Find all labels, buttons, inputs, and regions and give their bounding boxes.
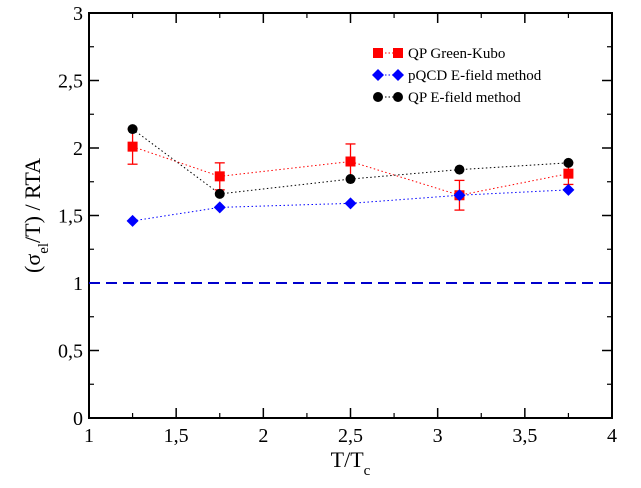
series-2 bbox=[126, 183, 575, 227]
x-axis-label: T/Tc bbox=[331, 447, 371, 479]
data-point-square bbox=[345, 156, 356, 167]
x-tick-label: 2,5 bbox=[338, 425, 363, 447]
y-tick-label: 1 bbox=[73, 273, 83, 295]
data-point-diamond bbox=[453, 189, 466, 202]
data-point-circle bbox=[373, 92, 383, 102]
legend-label: pQCD E-field method bbox=[408, 68, 542, 84]
data-point-square bbox=[393, 48, 403, 58]
legend-item-2: pQCD E-field method bbox=[372, 68, 542, 84]
legend-label: QP Green-Kubo bbox=[408, 46, 505, 62]
axis-ticks: 1 1,5 2 2,5 3 3,5 4 0 0,5 1 1,5 2 2,5 3 bbox=[58, 3, 617, 447]
x-tick-label: 3 bbox=[433, 425, 443, 447]
series-group bbox=[126, 124, 575, 227]
data-point-circle bbox=[214, 188, 225, 199]
y-tick-label: 1,5 bbox=[58, 206, 83, 228]
data-point-circle bbox=[345, 174, 356, 185]
x-tick-label: 3,5 bbox=[512, 425, 537, 447]
legend: QP Green-Kubo pQCD E-field method QP E-fie… bbox=[372, 46, 542, 106]
data-point-circle bbox=[563, 157, 574, 168]
y-tick-label: 0 bbox=[73, 408, 83, 430]
x-tick-label: 1,5 bbox=[164, 425, 189, 447]
data-point-diamond bbox=[372, 69, 384, 81]
data-point-circle bbox=[127, 124, 138, 135]
y-tick-label: 2 bbox=[73, 138, 83, 160]
legend-label: QP E-field method bbox=[408, 90, 521, 106]
legend-item-3: QP E-field method bbox=[373, 90, 521, 106]
data-point-circle bbox=[454, 164, 465, 175]
series-line bbox=[132, 189, 569, 222]
data-point-diamond bbox=[344, 197, 357, 210]
series-3 bbox=[127, 124, 574, 199]
data-point-square bbox=[214, 171, 225, 182]
series-line bbox=[132, 146, 569, 196]
data-point-diamond bbox=[213, 201, 226, 214]
x-axis-label-subscript: c bbox=[364, 463, 371, 479]
data-point-circle bbox=[393, 92, 403, 102]
x-tick-label: 1 bbox=[84, 425, 94, 447]
data-point-diamond bbox=[562, 183, 575, 196]
y-axis-label-subscript: el bbox=[36, 243, 52, 254]
x-tick-label: 2 bbox=[258, 425, 268, 447]
data-point-square bbox=[563, 168, 574, 179]
x-tick-label: 4 bbox=[607, 425, 617, 447]
y-axis-label-suffix: /T) / RTA bbox=[20, 158, 45, 243]
y-tick-label: 3 bbox=[73, 3, 83, 25]
legend-item-1: QP Green-Kubo bbox=[373, 46, 505, 62]
y-tick-label: 2,5 bbox=[58, 71, 83, 93]
y-axis-label: (σel/T) / RTA bbox=[20, 158, 52, 273]
y-tick-label: 0,5 bbox=[58, 341, 83, 363]
data-point-square bbox=[127, 141, 138, 152]
data-point-square bbox=[373, 48, 383, 58]
data-point-diamond bbox=[392, 69, 404, 81]
data-point-diamond bbox=[126, 214, 139, 227]
